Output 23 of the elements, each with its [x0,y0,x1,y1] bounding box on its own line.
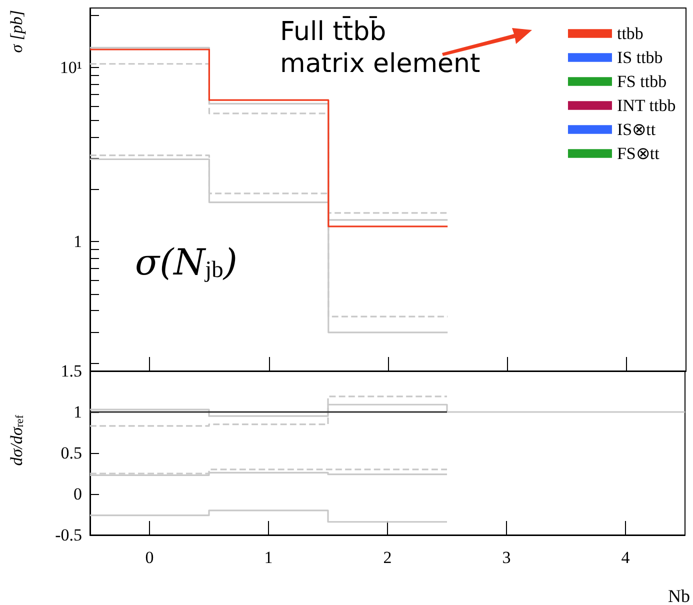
y-axis-title: dσ/dσref [7,414,26,466]
y-tick-label: 10¹ [60,58,82,78]
x-tick-label: 3 [502,548,511,567]
y-tick-label: 1.5 [60,362,82,380]
y-tick-label: 0 [74,484,82,504]
y-tick-label: 1 [74,232,82,251]
legend-label: FS ttbb [616,72,667,91]
y-tick-label: 0.5 [60,444,82,462]
y-axis-title: σ [pb] [7,10,26,53]
annotation: σ(Njb) [135,242,238,284]
y-tick-label: 1 [74,402,82,422]
x-tick-label: 4 [621,548,630,567]
legend-label: FS⊗tt [616,144,660,163]
legend-label: IS ttbb [616,48,663,67]
x-tick-label: 2 [383,548,392,567]
annotation: Full tt̄bb̄ matrix element [280,15,480,79]
x-axis-title: Nb [668,586,690,605]
x-tick-label: 1 [264,548,273,567]
legend-label: ttbb [616,24,644,43]
y-tick-label: -0.5 [55,526,82,544]
x-tick-label: 0 [145,548,154,567]
legend-label: INT ttbb [616,96,676,115]
legend-label: IS⊗tt [616,120,656,139]
